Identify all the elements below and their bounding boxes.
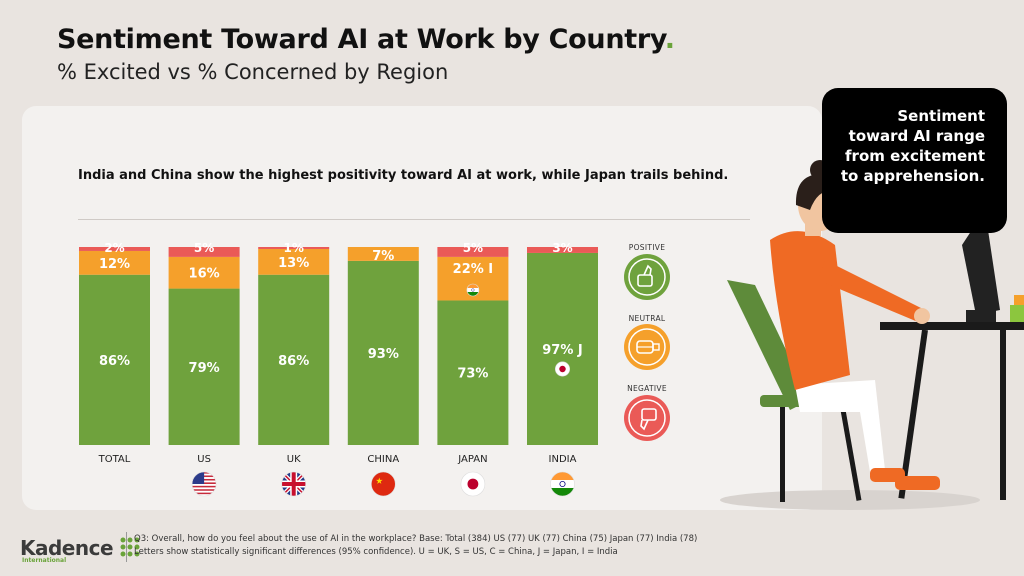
chart-panel bbox=[22, 106, 822, 510]
logo-subtext: International bbox=[22, 557, 67, 564]
bar-group: 93% 7% CHINA bbox=[347, 247, 419, 497]
bar-segment-positive bbox=[437, 300, 509, 445]
category-tick-label: CHINA bbox=[367, 454, 399, 465]
bar-segment-negative bbox=[437, 247, 509, 257]
bar-data-label: 1% bbox=[284, 241, 304, 255]
legend-swatch bbox=[624, 254, 670, 300]
legend-item-neutral: NEUTRAL bbox=[624, 314, 670, 370]
legend-label: NEGATIVE bbox=[627, 384, 667, 393]
category-tick-label: JAPAN bbox=[457, 454, 487, 465]
footer-note-base: Q3: Overall, how do you feel about the u… bbox=[134, 534, 698, 544]
bar-segment-neutral bbox=[79, 250, 150, 275]
bar-data-label: 86% bbox=[99, 354, 130, 369]
kadence-logo: Kadence bbox=[20, 536, 140, 560]
bar-data-label: 12% bbox=[99, 257, 130, 272]
bar-segment-negative bbox=[258, 247, 330, 249]
bar-segment-neutral bbox=[258, 248, 330, 275]
flag-india-icon bbox=[466, 283, 480, 297]
bar-segment-positive bbox=[527, 252, 598, 445]
bar-data-label: 22% I bbox=[453, 262, 493, 277]
bar-segment-negative bbox=[168, 247, 240, 257]
flag-india-icon bbox=[550, 471, 575, 497]
bar-data-label: 7% bbox=[372, 249, 394, 264]
fist-icon bbox=[628, 328, 666, 366]
bar-segment-positive bbox=[168, 288, 240, 445]
bar-segment-positive bbox=[347, 260, 419, 445]
person-at-computer-illustration bbox=[720, 160, 1024, 510]
footer-note-significance: Letters show statistically significant d… bbox=[134, 547, 618, 557]
bar-data-label: 5% bbox=[463, 241, 483, 255]
bar-group: 97% J 3% INDIA bbox=[527, 241, 598, 497]
bar-data-label: 86% bbox=[278, 354, 309, 369]
bar-group: 86% 13%1% UK bbox=[258, 241, 330, 497]
flag-china-icon bbox=[370, 471, 396, 497]
bar-data-label: 93% bbox=[368, 347, 399, 362]
bar-segment-positive bbox=[258, 274, 330, 445]
bar-data-label: 79% bbox=[189, 361, 220, 376]
flag-uk-icon bbox=[281, 471, 307, 497]
flag-japan-icon bbox=[554, 361, 570, 377]
logo-dots-icon bbox=[120, 537, 140, 557]
page-title: Sentiment Toward AI at Work by Country. bbox=[57, 24, 675, 55]
bar-data-label: 13% bbox=[278, 256, 309, 271]
flag-us-icon bbox=[191, 471, 217, 497]
bar-group: 86% 12% 2% TOTAL bbox=[79, 241, 150, 465]
bar-data-label: 2% bbox=[104, 241, 124, 255]
category-tick-label: US bbox=[197, 454, 211, 465]
bar-segment-negative bbox=[79, 247, 150, 251]
bar-group: 73% 22% I 5% JAPAN bbox=[437, 241, 509, 497]
bar-segment-negative bbox=[527, 247, 598, 253]
category-tick-label: TOTAL bbox=[98, 454, 131, 465]
bar-segment-positive bbox=[79, 274, 150, 445]
legend-item-negative: NEGATIVE bbox=[624, 384, 670, 441]
flag-japan-icon bbox=[460, 471, 486, 497]
chart-headline: India and China show the highest positiv… bbox=[78, 168, 729, 183]
callout-text: Sentiment toward AI range from excitemen… bbox=[840, 107, 985, 185]
thumbs-down-icon bbox=[628, 399, 666, 437]
legend-item-positive: POSITIVE bbox=[624, 243, 670, 300]
bar-segment-neutral bbox=[347, 247, 419, 261]
category-tick-label: INDIA bbox=[549, 454, 577, 465]
bar-group: 79% 16% 5% US bbox=[168, 241, 240, 497]
legend-swatch bbox=[624, 395, 670, 441]
page-subtitle: % Excited vs % Concerned by Region bbox=[57, 60, 449, 84]
callout-box: Sentiment toward AI range from excitemen… bbox=[822, 88, 1007, 233]
bar-data-label: 3% bbox=[552, 241, 572, 255]
footer-divider bbox=[126, 532, 127, 562]
bar-data-label: 73% bbox=[457, 367, 488, 382]
legend-label: NEUTRAL bbox=[629, 314, 666, 323]
category-tick-label: UK bbox=[287, 454, 301, 465]
legend-label: POSITIVE bbox=[629, 243, 665, 252]
bar-data-label: 97% J bbox=[542, 343, 582, 358]
divider bbox=[78, 219, 750, 220]
thumbs-up-icon bbox=[628, 258, 666, 296]
bar-data-label: 16% bbox=[189, 267, 220, 282]
bar-data-label: 5% bbox=[194, 241, 214, 255]
bar-segment-neutral bbox=[168, 256, 240, 289]
